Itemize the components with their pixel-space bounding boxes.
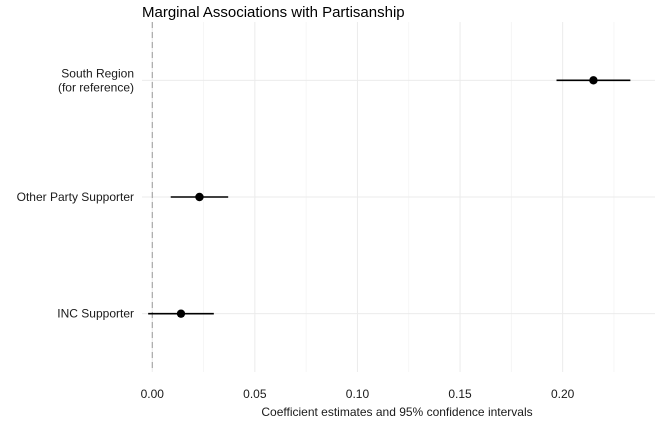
x-tick-label: 0.20	[551, 387, 575, 401]
x-tick-label: 0.05	[243, 387, 267, 401]
chart-title: Marginal Associations with Partisanship	[142, 4, 405, 21]
estimate-point	[176, 309, 186, 318]
x-tick-label: 0.15	[448, 387, 472, 401]
category-labels: South Region (for reference) Other Party S…	[17, 66, 134, 320]
x-tick-labels: 0.00 0.05 0.10 0.15 0.20	[141, 387, 575, 401]
estimate-point	[195, 192, 204, 202]
data-marks	[148, 76, 631, 318]
category-label-line: Other Party Supporter	[17, 190, 134, 204]
x-tick-label: 0.00	[141, 387, 165, 401]
category-label: INC Supporter	[57, 307, 134, 321]
x-axis-title: Coefficient estimates and 95% confidence…	[261, 405, 532, 419]
category-label-line: South Region	[61, 66, 134, 80]
category-label: South Region (for reference)	[58, 66, 134, 94]
category-label-line: INC Supporter	[57, 307, 134, 321]
category-label: Other Party Supporter	[17, 190, 134, 204]
estimate-point	[589, 76, 598, 85]
x-tick-label: 0.10	[346, 387, 370, 401]
category-label-line: (for reference)	[58, 80, 134, 94]
